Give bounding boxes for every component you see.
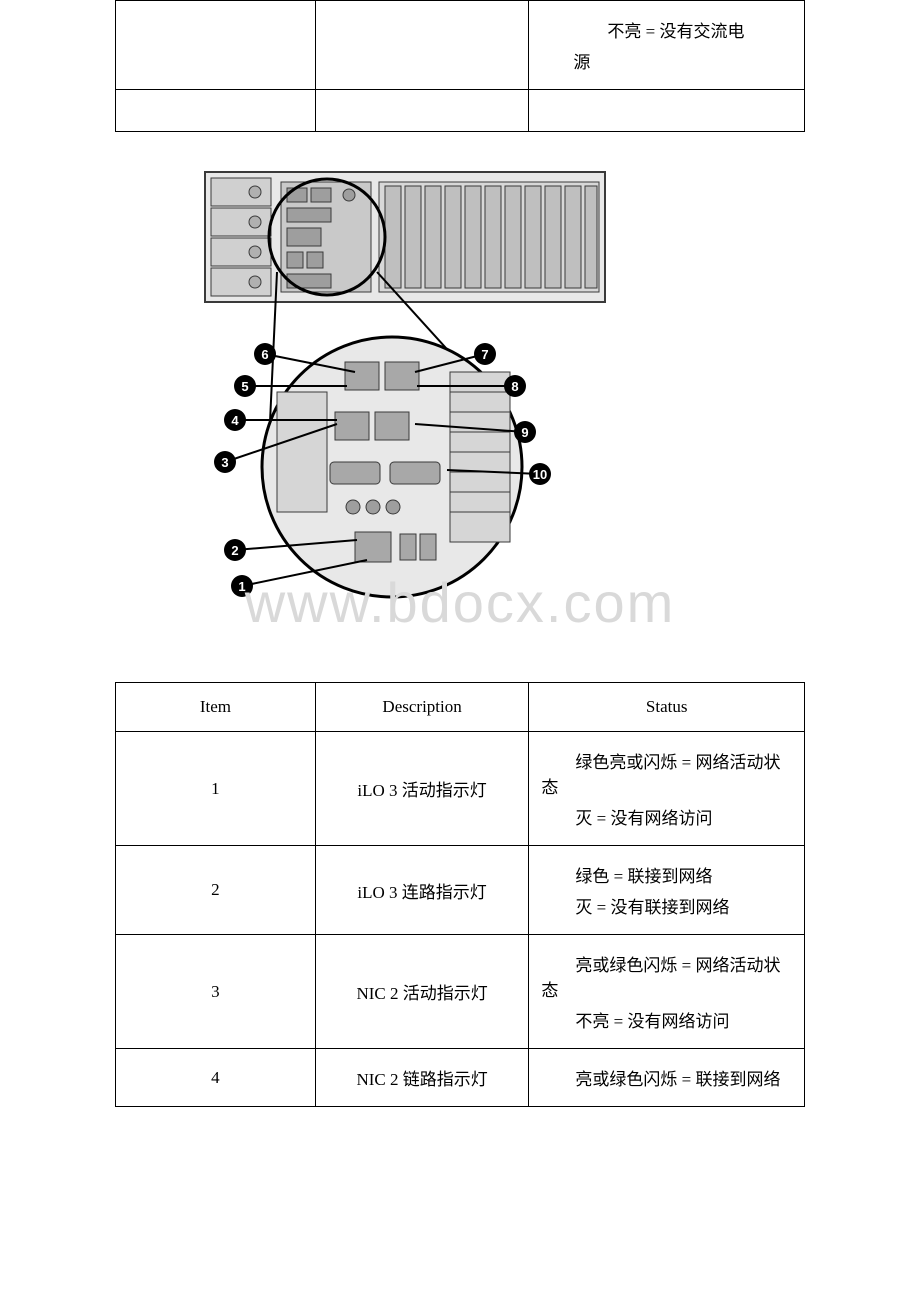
table-row: 1 iLO 3 活动指示灯 绿色亮或闪烁 = 网络活动状态 灭 = 没有网络访问	[116, 732, 805, 846]
table-header-row: Item Description Status	[116, 683, 805, 732]
cell-description: iLO 3 活动指示灯	[315, 732, 529, 846]
cell-item: 2	[116, 846, 316, 935]
status-line: 源	[541, 48, 792, 73]
cell-description: NIC 2 链路指示灯	[315, 1049, 529, 1107]
table-row: 3 NIC 2 活动指示灯 亮或绿色闪烁 = 网络活动状态 不亮 = 没有网络访…	[116, 935, 805, 1049]
cell-item: 3	[116, 935, 316, 1049]
cell-description	[315, 1, 529, 90]
cell-item	[116, 90, 316, 132]
table-row: 4 NIC 2 链路指示灯 亮或绿色闪烁 = 联接到网络	[116, 1049, 805, 1107]
status-line: 亮或绿色闪烁 = 联接到网络	[541, 1065, 792, 1090]
table-row: 不亮 = 没有交流电 源	[116, 1, 805, 90]
svg-text:2: 2	[231, 543, 238, 558]
status-line: 灭 = 没有联接到网络	[541, 893, 792, 918]
svg-text:4: 4	[231, 413, 239, 428]
svg-text:3: 3	[221, 455, 228, 470]
cell-item	[116, 1, 316, 90]
cell-description: NIC 2 活动指示灯	[315, 935, 529, 1049]
svg-text:1: 1	[238, 579, 245, 594]
diagram-container: 1 2 3 4 5 6 7 8 9 10	[115, 132, 805, 642]
svg-text:7: 7	[481, 347, 488, 362]
cell-status: 不亮 = 没有交流电 源	[529, 1, 805, 90]
cell-description: iLO 3 连路指示灯	[315, 846, 529, 935]
status-line: 不亮 = 没有网络访问	[541, 1007, 792, 1032]
svg-text:8: 8	[511, 379, 518, 394]
cell-status: 绿色亮或闪烁 = 网络活动状态 灭 = 没有网络访问	[529, 732, 805, 846]
svg-text:9: 9	[521, 425, 528, 440]
cell-status: 绿色 = 联接到网络 灭 = 没有联接到网络	[529, 846, 805, 935]
table-row	[116, 90, 805, 132]
status-line: 亮或绿色闪烁 = 网络活动状态	[541, 951, 792, 1001]
header-status: Status	[529, 683, 805, 732]
cell-description	[315, 90, 529, 132]
svg-text:5: 5	[241, 379, 248, 394]
cell-item: 4	[116, 1049, 316, 1107]
svg-text:10: 10	[533, 467, 547, 482]
cell-status: 亮或绿色闪烁 = 网络活动状态 不亮 = 没有网络访问	[529, 935, 805, 1049]
cell-status	[529, 90, 805, 132]
server-rear-diagram: 1 2 3 4 5 6 7 8 9 10	[195, 162, 615, 602]
svg-text:6: 6	[261, 347, 268, 362]
status-line: 绿色 = 联接到网络	[541, 862, 792, 887]
top-partial-table: 不亮 = 没有交流电 源	[115, 0, 805, 132]
status-line: 绿色亮或闪烁 = 网络活动状态	[541, 748, 792, 798]
cell-item: 1	[116, 732, 316, 846]
header-item: Item	[116, 683, 316, 732]
header-description: Description	[315, 683, 529, 732]
status-line: 不亮 = 没有交流电	[541, 17, 792, 42]
table-row: 2 iLO 3 连路指示灯 绿色 = 联接到网络 灭 = 没有联接到网络	[116, 846, 805, 935]
led-description-table: Item Description Status 1 iLO 3 活动指示灯 绿色…	[115, 682, 805, 1107]
status-line: 灭 = 没有网络访问	[541, 804, 792, 829]
cell-status: 亮或绿色闪烁 = 联接到网络	[529, 1049, 805, 1107]
